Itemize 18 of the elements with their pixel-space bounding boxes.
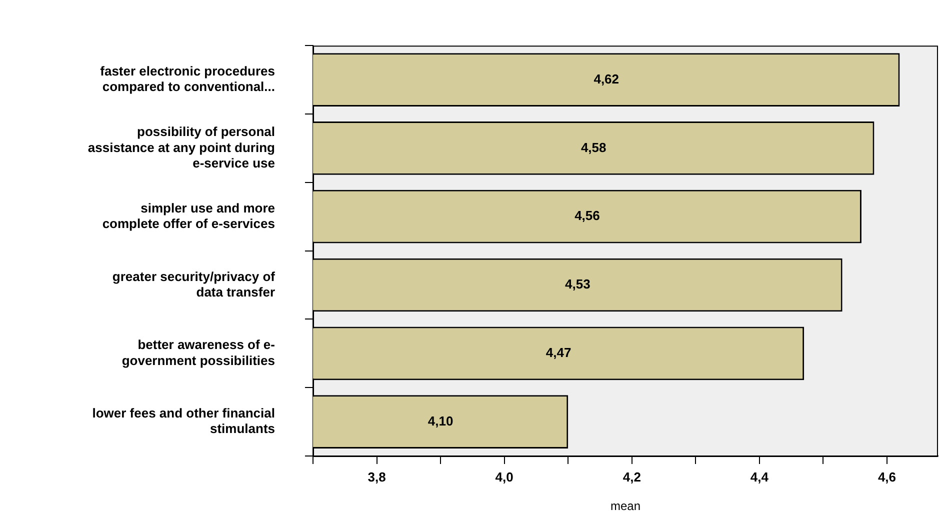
y-tick-label: simpler use and more complete offer of e-services [102, 200, 275, 231]
data-label: 4,10 [428, 413, 454, 428]
x-tick-label: 4,4 [750, 469, 770, 484]
x-axis-title: mean [610, 499, 641, 514]
x-tick-label: 4,6 [878, 469, 896, 484]
y-tick-label: faster electronic procedures compared to conventional... [100, 64, 275, 94]
data-label: 4,62 [594, 71, 620, 86]
y-tick-label: better awareness of e- government possibilities [122, 337, 275, 368]
y-tick-label: lower fees and other financial stimulants [92, 406, 275, 436]
x-tick-label: 4,0 [495, 469, 514, 484]
y-tick-label: possibility of personal assistance at any point during e-service use [88, 124, 276, 170]
data-label: 4,56 [574, 208, 600, 224]
data-label: 4,47 [546, 344, 572, 360]
data-label: 4,58 [580, 140, 606, 155]
x-tick-label: 3,8 [368, 469, 386, 484]
y-tick-label: greater security/privacy of data transfer [112, 268, 276, 300]
data-label: 4,53 [565, 276, 590, 292]
x-tick-label: 4,2 [622, 469, 641, 484]
